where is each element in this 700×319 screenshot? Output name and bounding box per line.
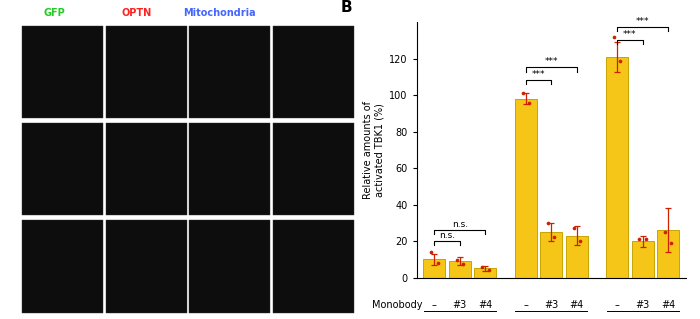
FancyBboxPatch shape <box>22 220 103 313</box>
Bar <box>474 268 496 278</box>
Text: ***: *** <box>623 30 637 39</box>
Point <box>524 100 535 105</box>
Point <box>477 264 488 269</box>
Text: #4: #4 <box>661 300 676 310</box>
Text: Mitochondria: Mitochondria <box>183 8 256 18</box>
Bar <box>657 230 679 278</box>
Point <box>451 258 462 263</box>
Point <box>517 91 528 96</box>
FancyBboxPatch shape <box>22 26 103 118</box>
Text: #3: #3 <box>544 300 559 310</box>
Bar <box>449 261 471 278</box>
Point <box>640 237 652 242</box>
Point <box>615 58 626 63</box>
Point <box>432 260 443 265</box>
Point <box>575 239 586 244</box>
Point <box>426 249 437 255</box>
Text: OPTN: OPTN <box>122 8 152 18</box>
Bar <box>606 57 629 278</box>
Text: #4: #4 <box>570 300 584 310</box>
FancyBboxPatch shape <box>106 123 186 215</box>
Text: B: B <box>341 0 353 15</box>
Text: #3: #3 <box>453 300 467 310</box>
FancyBboxPatch shape <box>22 123 103 215</box>
Point <box>659 229 671 234</box>
Point <box>666 240 677 245</box>
Text: ***: *** <box>636 17 650 26</box>
Text: ***: *** <box>532 70 545 79</box>
Text: ***: *** <box>545 57 558 66</box>
FancyBboxPatch shape <box>273 123 354 215</box>
FancyBboxPatch shape <box>273 26 354 118</box>
FancyBboxPatch shape <box>190 123 270 215</box>
FancyBboxPatch shape <box>190 220 270 313</box>
FancyBboxPatch shape <box>273 220 354 313</box>
Text: GFP: GFP <box>43 8 65 18</box>
Text: –: – <box>524 300 528 310</box>
Text: A: A <box>4 5 15 20</box>
Text: Monobody: Monobody <box>372 300 423 310</box>
Bar <box>514 99 537 278</box>
Text: #4: #4 <box>478 300 492 310</box>
Bar <box>540 232 562 278</box>
FancyBboxPatch shape <box>106 26 186 118</box>
Text: GFP-Monobody #3: GFP-Monobody #3 <box>6 124 15 195</box>
Point <box>457 261 468 266</box>
Text: GFP-Monobody #4: GFP-Monobody #4 <box>6 229 15 300</box>
Bar <box>631 241 654 278</box>
FancyBboxPatch shape <box>106 220 186 313</box>
Text: –: – <box>432 300 437 310</box>
Text: Merge: Merge <box>288 8 323 18</box>
Point <box>549 235 560 240</box>
FancyBboxPatch shape <box>190 26 270 118</box>
Point <box>542 220 554 226</box>
Y-axis label: Relative amounts of
activated TBK1 (%): Relative amounts of activated TBK1 (%) <box>363 101 385 199</box>
Text: #3: #3 <box>636 300 650 310</box>
Point <box>568 226 579 231</box>
Point <box>608 34 620 40</box>
Bar <box>566 236 588 278</box>
Text: n.s.: n.s. <box>452 220 468 229</box>
Text: –: – <box>615 300 620 310</box>
Text: GFP alone: GFP alone <box>6 35 15 73</box>
Text: n.s.: n.s. <box>439 231 455 240</box>
Bar <box>424 259 445 278</box>
Point <box>483 268 494 273</box>
Point <box>634 237 645 242</box>
